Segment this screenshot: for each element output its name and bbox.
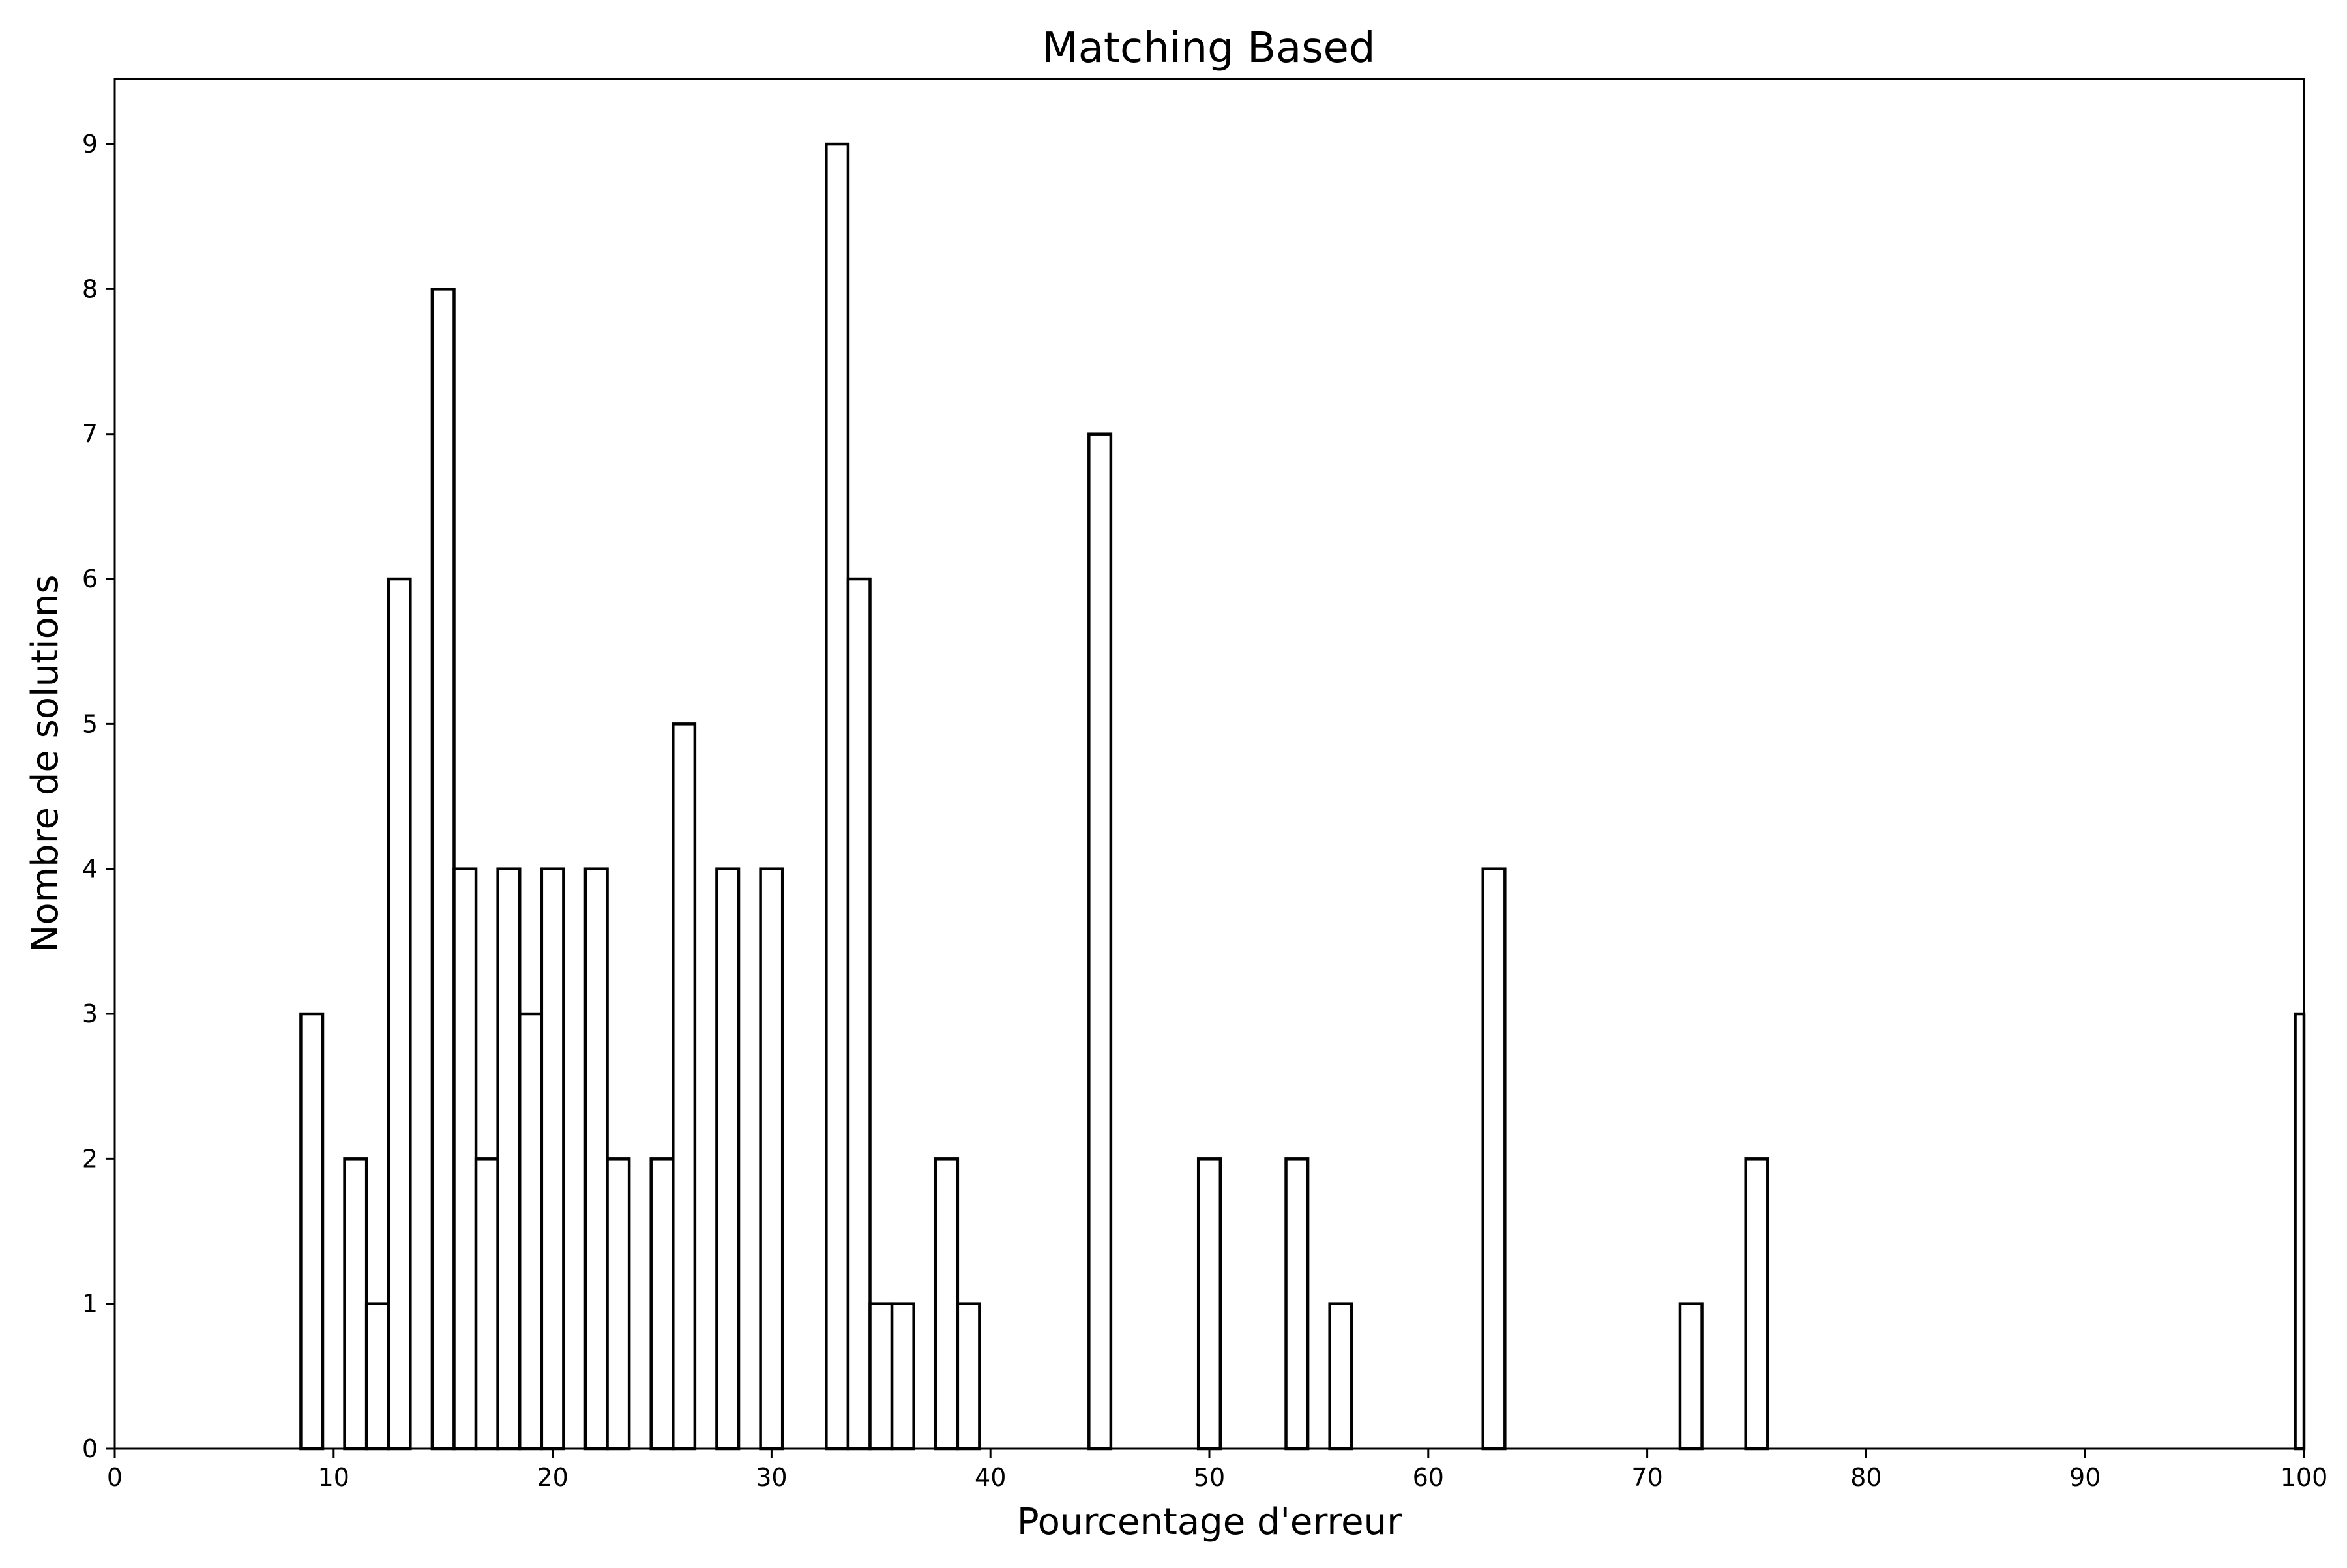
bar-13 bbox=[672, 722, 697, 1451]
bar-1 bbox=[343, 1157, 368, 1451]
x-tick-label-10: 10 bbox=[318, 1463, 349, 1492]
bar-5 bbox=[452, 867, 478, 1451]
y-tick-label-4: 4 bbox=[82, 855, 98, 883]
bar-17 bbox=[846, 577, 872, 1451]
bar-22 bbox=[1087, 432, 1113, 1451]
x-axis-label: Pourcentage d'erreur bbox=[1017, 1501, 1402, 1543]
bars-layer bbox=[299, 142, 2306, 1451]
x-tick-label-20: 20 bbox=[537, 1463, 568, 1492]
x-tick-label-90: 90 bbox=[2069, 1463, 2101, 1492]
bar-16 bbox=[825, 142, 850, 1451]
bar-14 bbox=[715, 867, 741, 1451]
bar-21 bbox=[956, 1302, 981, 1451]
x-tick-label-0: 0 bbox=[107, 1463, 123, 1492]
x-tick-label-100: 100 bbox=[2281, 1463, 2328, 1492]
x-tick-label-40: 40 bbox=[975, 1463, 1006, 1492]
bar-8 bbox=[518, 1012, 544, 1451]
bar-27 bbox=[1678, 1302, 1704, 1451]
y-tick-label-3: 3 bbox=[82, 999, 98, 1028]
bar-29 bbox=[2294, 1012, 2306, 1451]
bar-23 bbox=[1196, 1157, 1222, 1451]
bar-12 bbox=[649, 1157, 675, 1451]
x-axis: 0 10 20 30 40 50 60 70 80 90 100 bbox=[107, 1449, 2327, 1492]
x-tick-label-50: 50 bbox=[1194, 1463, 1225, 1492]
bar-19 bbox=[890, 1302, 915, 1451]
bar-0 bbox=[299, 1012, 325, 1451]
bar-9 bbox=[540, 867, 565, 1451]
y-tick-label-2: 2 bbox=[82, 1144, 98, 1173]
y-tick-label-7: 7 bbox=[82, 420, 98, 449]
bar-15 bbox=[759, 867, 784, 1451]
y-axis-label: Nombre de solutions bbox=[24, 574, 66, 952]
bar-4 bbox=[430, 288, 456, 1451]
bar-7 bbox=[496, 867, 522, 1451]
bar-10 bbox=[583, 867, 609, 1451]
y-tick-label-8: 8 bbox=[82, 274, 98, 303]
bar-26 bbox=[1481, 867, 1507, 1451]
y-axis: 0 1 2 3 4 5 6 7 8 9 bbox=[82, 130, 115, 1463]
y-tick-label-6: 6 bbox=[82, 565, 98, 593]
bar-6 bbox=[474, 1157, 499, 1451]
chart-title: Matching Based bbox=[1042, 24, 1375, 72]
bar-28 bbox=[1744, 1157, 1769, 1451]
x-tick-label-60: 60 bbox=[1413, 1463, 1444, 1492]
x-tick-label-80: 80 bbox=[1850, 1463, 1882, 1492]
x-tick-label-30: 30 bbox=[756, 1463, 787, 1492]
bar-18 bbox=[868, 1302, 894, 1451]
x-tick-label-70: 70 bbox=[1631, 1463, 1662, 1492]
bar-20 bbox=[934, 1157, 960, 1451]
y-tick-label-5: 5 bbox=[82, 709, 98, 738]
bar-25 bbox=[1328, 1302, 1353, 1451]
y-tick-label-9: 9 bbox=[82, 130, 98, 158]
bar-24 bbox=[1284, 1157, 1310, 1451]
y-tick-label-1: 1 bbox=[82, 1290, 98, 1318]
bar-3 bbox=[387, 577, 412, 1451]
bar-2 bbox=[364, 1302, 390, 1451]
y-tick-label-0: 0 bbox=[82, 1434, 98, 1463]
bar-11 bbox=[606, 1157, 631, 1451]
